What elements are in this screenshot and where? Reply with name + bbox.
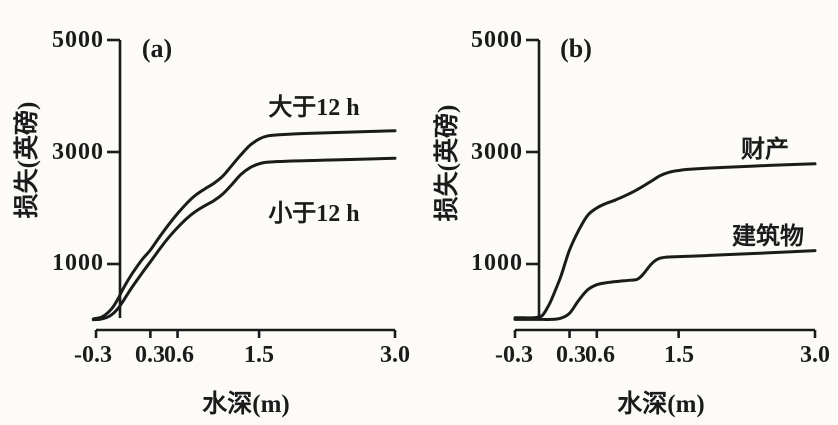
series-label-buildings: 建筑物 — [732, 224, 804, 250]
curve-buildings — [513, 249, 817, 321]
curve-property — [513, 162, 817, 320]
curve-less-than-12h — [91, 156, 397, 322]
panel-b-label: (b) — [560, 34, 592, 63]
panel-b-x-axis-title: 水深(m) — [617, 391, 705, 418]
panel-a-y-tick-5000: 5000 — [52, 27, 104, 53]
panel-a-x-axis-title: 水深(m) — [202, 391, 290, 418]
panel-a-y-tick-3000: 3000 — [52, 139, 104, 165]
curve-greater-than-12h — [91, 129, 397, 321]
series-label-property: 财产 — [741, 137, 789, 163]
panel-b-y-tick-1000: 1000 — [471, 250, 523, 276]
panel-b-y-tick-5000: 5000 — [471, 27, 523, 53]
panel-a-x-tick-15: 1.5 — [244, 342, 274, 368]
panel-a-x-tick-neg03: -0.3 — [74, 342, 112, 368]
panel-b-x-tick-neg03: -0.3 — [495, 342, 533, 368]
series-label-less-than-12h: 小于12 h — [268, 201, 360, 227]
panel-a-x-tick-30: 3.0 — [380, 342, 410, 368]
series-label-greater-than-12h: 大于12 h — [268, 95, 360, 121]
panel-a-label: (a) — [141, 34, 173, 63]
panel-a-x-tick-06: 0.6 — [164, 342, 194, 368]
panel-a-x-tick-03: 0.3 — [135, 342, 165, 368]
panel-b-x-tick-06: 0.6 — [585, 342, 615, 368]
panel-a-y-tick-1000: 1000 — [52, 250, 104, 276]
panel-b-x-tick-15: 1.5 — [664, 342, 694, 368]
panel-b-y-tick-3000: 3000 — [471, 139, 523, 165]
panel-b-x-tick-03: 0.3 — [556, 342, 586, 368]
panel-b-x-tick-30: 3.0 — [800, 342, 830, 368]
